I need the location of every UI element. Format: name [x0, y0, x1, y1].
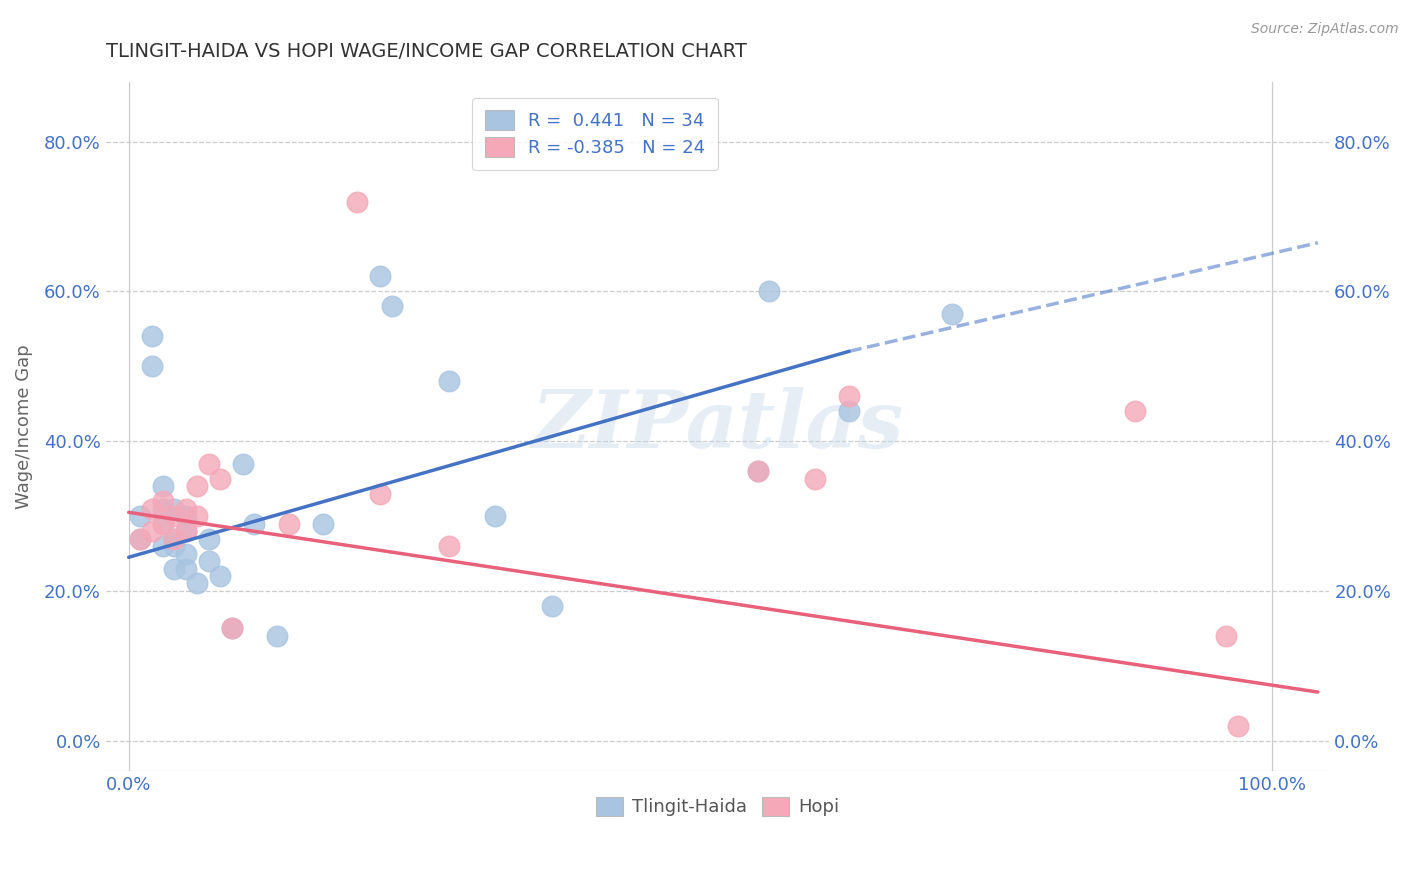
Point: [163, 561, 186, 575]
Point: [174, 509, 197, 524]
Point: [437, 374, 460, 388]
Point: [381, 300, 404, 314]
Point: [186, 479, 208, 493]
Point: [163, 539, 186, 553]
Point: [163, 532, 186, 546]
Point: [129, 532, 152, 546]
Point: [437, 539, 460, 553]
Point: [163, 532, 186, 546]
Point: [1226, 719, 1249, 733]
Point: [221, 621, 243, 635]
Point: [186, 576, 208, 591]
Point: [266, 629, 288, 643]
Point: [838, 404, 860, 418]
Point: [129, 532, 152, 546]
Point: [141, 329, 163, 343]
Point: [747, 464, 769, 478]
Point: [129, 509, 152, 524]
Point: [838, 389, 860, 403]
Point: [941, 307, 963, 321]
Text: TLINGIT-HAIDA VS HOPI WAGE/INCOME GAP CORRELATION CHART: TLINGIT-HAIDA VS HOPI WAGE/INCOME GAP CO…: [105, 42, 747, 61]
Point: [232, 457, 254, 471]
Point: [152, 479, 174, 493]
Point: [197, 457, 219, 471]
Point: [141, 501, 163, 516]
Point: [747, 464, 769, 478]
Point: [163, 509, 186, 524]
Point: [277, 516, 299, 531]
Point: [758, 285, 780, 299]
Point: [186, 509, 208, 524]
Point: [540, 599, 562, 613]
Text: Source: ZipAtlas.com: Source: ZipAtlas.com: [1251, 22, 1399, 37]
Point: [484, 509, 506, 524]
Point: [174, 524, 197, 538]
Point: [141, 359, 163, 374]
Point: [368, 486, 391, 500]
Point: [209, 569, 232, 583]
Point: [174, 524, 197, 538]
Point: [197, 554, 219, 568]
Legend: Tlingit-Haida, Hopi: Tlingit-Haida, Hopi: [589, 790, 846, 823]
Point: [174, 501, 197, 516]
Point: [152, 516, 174, 531]
Point: [209, 472, 232, 486]
Point: [197, 532, 219, 546]
Point: [368, 269, 391, 284]
Point: [152, 501, 174, 516]
Point: [152, 539, 174, 553]
Point: [346, 194, 368, 209]
Text: ZIPatlas: ZIPatlas: [531, 387, 904, 465]
Point: [1215, 629, 1237, 643]
Point: [163, 501, 186, 516]
Point: [312, 516, 335, 531]
Point: [174, 547, 197, 561]
Point: [152, 494, 174, 508]
Point: [221, 621, 243, 635]
Point: [803, 472, 825, 486]
Point: [152, 516, 174, 531]
Point: [141, 524, 163, 538]
Point: [174, 561, 197, 575]
Point: [1123, 404, 1146, 418]
Y-axis label: Wage/Income Gap: Wage/Income Gap: [15, 343, 32, 508]
Point: [243, 516, 266, 531]
